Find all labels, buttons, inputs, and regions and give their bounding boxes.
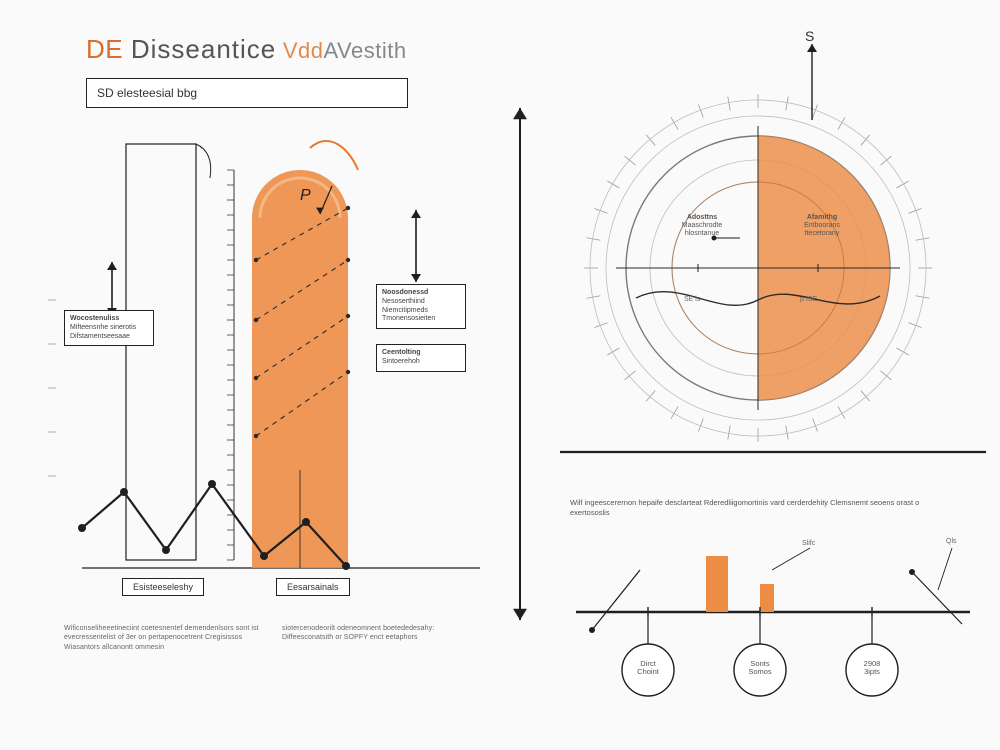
annot-box-1-title: Noosdonessd (382, 289, 428, 296)
quad-label-1-sub: Entboorans ttecetorany (804, 222, 840, 237)
small-annot-0: Slifc (802, 540, 815, 547)
footer-text-0: Wificonseliheeetineciint coetesnentef de… (64, 624, 264, 652)
x-label-1-text: Eesarsainals (287, 582, 339, 592)
node-label-1: Sonts Somos (735, 660, 785, 677)
footer-text-0-content: Wificonseliheeetineciint coetesnentef de… (64, 625, 259, 651)
annot-box-1: Noosdonessd Nesoserthiind Niemcitipmeds … (376, 284, 466, 329)
node-label-2-b: 3ipts (864, 667, 880, 676)
x-label-1: Eesarsainals (276, 578, 350, 596)
node-label-2: 2908 3ipts (847, 660, 897, 677)
right-lower-caption: Wilf ingeescerernon hepaife desclarteat … (570, 498, 950, 518)
node-label-0: Dirct Choint (623, 660, 673, 677)
node-label-0-b: Choint (637, 667, 659, 676)
quad-label-0: Adosttns Maaschrodte hlosntanue (672, 214, 732, 238)
annot-box-1-line0: Nesoserthiind (382, 298, 425, 305)
x-label-0: Esisteeseleshy (122, 578, 204, 596)
footer-text-1-content: siotercenodeorilt odeneomnent boetededes… (282, 625, 434, 641)
annot-box-1-line2: Tmonensosieiten (382, 315, 435, 322)
annot-box-0-title: Wocostenuliss (70, 315, 119, 322)
small-annot-1: Qls (946, 538, 957, 545)
infographic-canvas: DE Disseantice VddAVestith SD elesteesia… (0, 0, 1000, 750)
quad-label-1-title: Afamithg (807, 214, 837, 221)
node-label-1-b: Somos (748, 667, 771, 676)
quad-label-2: SE ls (684, 296, 700, 303)
quad-label-0-title: Adosttns (687, 214, 717, 221)
quad-label-3: p ISE (800, 296, 817, 303)
quad-label-0-sub: Maaschrodte hlosntanue (682, 222, 722, 237)
annot-box-1-line1: Niemcitipmeds (382, 307, 428, 314)
x-label-0-text: Esisteeseleshy (133, 582, 193, 592)
annot-box-2: Ceentolting Sintoerehoh (376, 344, 466, 372)
annot-box-0-line1: Difstamentseesaae (70, 333, 130, 340)
right-lower-caption-text: Wilf ingeescerernon hepaife desclarteat … (570, 498, 919, 517)
annot-box-2-title: Ceentolting (382, 349, 421, 356)
annot-box-2-line0: Sintoerehoh (382, 358, 420, 365)
footer-text-1: siotercenodeorilt odeneomnent boetededes… (282, 624, 482, 643)
svg-text:P: P (300, 187, 311, 204)
annot-box-0: Wocostenuliss Mifteensnhe sinerotis Difs… (64, 310, 154, 346)
quad-label-1: Afamithg Entboorans ttecetorany (792, 214, 852, 238)
annot-box-0-line0: Mifteensnhe sinerotis (70, 324, 136, 331)
